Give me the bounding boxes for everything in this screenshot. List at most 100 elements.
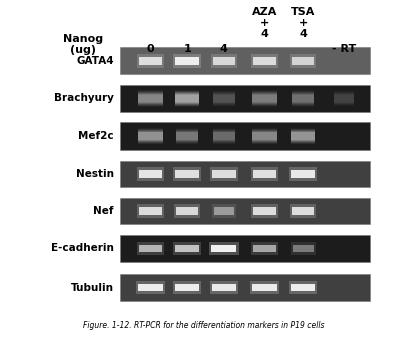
Bar — [211, 54, 237, 68]
Bar — [175, 95, 199, 102]
Bar — [334, 90, 354, 106]
Bar — [253, 57, 276, 65]
Bar — [213, 95, 235, 102]
Bar — [290, 204, 317, 218]
Bar — [138, 129, 163, 143]
Bar — [252, 128, 277, 144]
Bar — [253, 245, 276, 252]
Bar — [136, 281, 165, 294]
Bar — [334, 94, 354, 103]
Bar — [291, 284, 315, 291]
Bar — [209, 242, 239, 255]
Bar — [212, 284, 236, 291]
Bar — [334, 95, 354, 102]
Text: Figure. 1-12. RT-PCR for the differentiation markers in P19 cells: Figure. 1-12. RT-PCR for the differentia… — [83, 320, 324, 330]
Bar — [291, 170, 315, 178]
Text: 4: 4 — [220, 44, 228, 54]
Bar — [292, 57, 315, 65]
Bar — [292, 90, 315, 106]
Bar — [292, 93, 315, 103]
Bar — [252, 129, 277, 143]
Bar — [213, 129, 235, 143]
Bar — [292, 93, 315, 104]
Bar — [176, 128, 199, 144]
Bar — [291, 128, 315, 144]
Bar — [175, 245, 199, 252]
Bar — [137, 242, 164, 255]
Bar — [213, 92, 235, 105]
Bar — [213, 93, 235, 104]
Bar — [120, 235, 370, 262]
Bar — [175, 91, 199, 105]
Bar — [334, 93, 354, 104]
Bar — [213, 132, 235, 140]
Bar — [291, 132, 315, 140]
Bar — [175, 57, 199, 65]
Bar — [173, 242, 201, 255]
Bar — [175, 93, 199, 104]
Bar — [138, 91, 163, 106]
Bar — [212, 204, 236, 218]
Bar — [210, 167, 238, 181]
Bar — [292, 94, 315, 103]
Bar — [176, 128, 199, 144]
Text: GATA4: GATA4 — [77, 56, 114, 66]
Bar — [138, 91, 163, 105]
Bar — [291, 129, 315, 143]
Bar — [214, 207, 234, 215]
Bar — [252, 204, 278, 218]
Bar — [292, 207, 315, 215]
Bar — [138, 132, 163, 140]
Bar — [120, 161, 370, 187]
Bar — [120, 122, 370, 150]
Bar — [291, 132, 315, 140]
Bar — [213, 94, 235, 103]
Bar — [213, 93, 235, 103]
Bar — [173, 54, 201, 68]
Bar — [252, 132, 277, 140]
Bar — [251, 167, 278, 181]
Bar — [290, 54, 317, 68]
Bar — [174, 204, 201, 218]
Bar — [175, 91, 199, 106]
Bar — [176, 132, 199, 140]
Bar — [175, 94, 199, 103]
Bar — [291, 242, 316, 255]
Bar — [138, 93, 163, 103]
Bar — [137, 54, 164, 68]
Bar — [175, 90, 199, 106]
Bar — [138, 94, 163, 102]
Bar — [252, 91, 277, 106]
Text: Nestin: Nestin — [76, 169, 114, 179]
Bar — [252, 130, 277, 142]
Bar — [252, 92, 277, 104]
Text: 1: 1 — [183, 44, 191, 54]
Bar — [253, 207, 276, 215]
Bar — [173, 281, 201, 294]
Bar — [212, 170, 236, 178]
Bar — [252, 130, 277, 142]
Text: TSA
+
4: TSA + 4 — [291, 7, 315, 39]
Bar — [138, 90, 163, 106]
Bar — [120, 84, 370, 112]
Bar — [213, 128, 235, 144]
Text: Nanog
(ug): Nanog (ug) — [63, 34, 103, 55]
Bar — [138, 131, 163, 141]
Bar — [252, 95, 277, 102]
Bar — [138, 95, 163, 102]
Bar — [137, 204, 164, 218]
Bar — [139, 207, 162, 215]
Bar — [213, 128, 235, 144]
Bar — [139, 170, 162, 178]
Bar — [120, 198, 370, 224]
Bar — [213, 94, 235, 102]
Bar — [334, 93, 354, 103]
Bar — [252, 128, 277, 144]
Bar — [176, 131, 199, 141]
Bar — [138, 130, 163, 142]
Bar — [213, 91, 235, 106]
Bar — [211, 245, 236, 252]
Bar — [175, 284, 199, 291]
Bar — [213, 129, 235, 143]
Bar — [292, 95, 315, 102]
